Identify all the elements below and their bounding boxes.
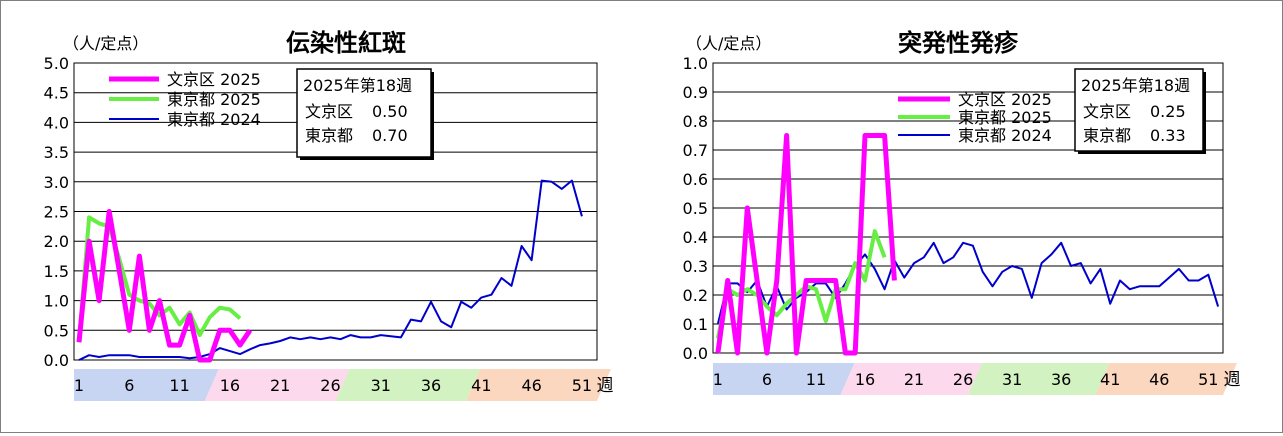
week-band: [335, 369, 481, 401]
x-tick-label: 26: [320, 376, 340, 395]
chart-title: 伝染性紅斑: [286, 29, 406, 57]
x-tick-label: 31: [371, 376, 391, 395]
infobox-label: 文京区: [305, 102, 353, 121]
y-axis-label: （人/定点）: [63, 34, 148, 53]
infobox-label: 東京都: [1083, 126, 1131, 145]
week-band: [466, 369, 611, 401]
infobox-label: 東京都: [305, 126, 353, 145]
infobox-value: 0.25: [1150, 102, 1186, 121]
y-tick-label: 0.5: [44, 321, 69, 340]
x-axis-label: 週: [597, 376, 614, 396]
legend-label: 東京都 2024: [958, 126, 1052, 145]
y-tick-label: 0.1: [683, 315, 708, 334]
week-band: [968, 363, 1110, 395]
legend-label: 文京区 2025: [958, 90, 1052, 109]
y-tick-label: 1.0: [683, 54, 708, 73]
week-band: [204, 369, 350, 401]
infobox-value: 0.70: [372, 126, 408, 145]
x-tick-label: 11: [169, 376, 189, 395]
y-tick-label: 0.2: [683, 286, 708, 305]
chart-title: 突発性発疹: [898, 29, 1019, 57]
week-band: [713, 363, 855, 395]
legend-label: 東京都 2025: [958, 108, 1052, 127]
y-tick-label: 4.0: [44, 113, 69, 132]
y-tick-label: 0.5: [683, 199, 708, 218]
infobox: [296, 68, 432, 158]
series-line-1: [715, 133, 897, 356]
x-tick-label: 6: [762, 370, 772, 389]
chart-1: 0.00.51.01.52.02.53.03.54.04.55.01 6 11 16 2…: [44, 29, 614, 401]
y-tick-label: 1.5: [44, 262, 69, 281]
infobox-heading: 2025年第18週: [303, 76, 412, 95]
y-tick-label: 3.5: [44, 143, 69, 162]
x-tick-label: 6: [124, 376, 134, 395]
x-tick-label: 16: [855, 370, 875, 389]
x-tick-label: 46: [1149, 370, 1169, 389]
x-tick-label: 36: [1051, 370, 1071, 389]
x-tick-label: 51: [1198, 370, 1218, 389]
week-band: [74, 369, 219, 401]
y-tick-label: 1.0: [44, 292, 69, 311]
infobox: [1074, 68, 1204, 152]
chart-2: 0.00.10.20.30.40.50.60.70.80.91.01 6 11 16 2…: [683, 29, 1241, 395]
y-tick-label: 0.6: [683, 170, 708, 189]
x-tick-label: 16: [220, 376, 240, 395]
x-tick-label: 1: [74, 376, 84, 395]
x-tick-label: 46: [521, 376, 541, 395]
y-tick-label: 5.0: [44, 54, 69, 73]
x-axis-label: 週: [1224, 370, 1241, 390]
x-tick-label: 36: [421, 376, 441, 395]
series-line-3: [78, 179, 583, 361]
series-line-1: [76, 209, 253, 363]
infobox-heading: 2025年第18週: [1081, 76, 1190, 95]
x-tick-label: 21: [904, 370, 924, 389]
y-tick-label: 3.0: [44, 173, 69, 192]
week-band: [1095, 363, 1237, 395]
y-tick-label: 0.7: [683, 141, 708, 160]
x-tick-label: 41: [471, 376, 491, 395]
y-tick-label: 4.5: [44, 84, 69, 103]
y-tick-label: 0.8: [683, 112, 708, 131]
y-tick-label: 0.4: [683, 228, 708, 247]
week-band: [840, 363, 982, 395]
x-tick-label: 51: [572, 376, 592, 395]
x-tick-label: 21: [270, 376, 290, 395]
legend-label: 文京区 2025: [167, 70, 261, 89]
x-tick-label: 11: [806, 370, 826, 389]
y-tick-label: 0.0: [44, 351, 69, 370]
y-tick-label: 0.9: [683, 83, 708, 102]
legend-label: 東京都 2024: [167, 110, 261, 129]
legend-label: 東京都 2025: [167, 90, 261, 109]
x-tick-label: 41: [1100, 370, 1120, 389]
x-tick-label: 26: [953, 370, 973, 389]
x-tick-label: 31: [1002, 370, 1022, 389]
y-tick-label: 0.0: [683, 344, 708, 363]
y-tick-label: 2.0: [44, 232, 69, 251]
y-tick-label: 0.3: [683, 257, 708, 276]
series-line-3: [716, 241, 1220, 325]
infobox-value: 0.33: [1150, 126, 1186, 145]
y-axis-label: （人/定点）: [686, 34, 771, 53]
infobox-value: 0.50: [372, 102, 408, 121]
y-tick-label: 2.5: [44, 203, 69, 222]
x-tick-label: 1: [713, 370, 723, 389]
infobox-label: 文京区: [1083, 102, 1131, 121]
